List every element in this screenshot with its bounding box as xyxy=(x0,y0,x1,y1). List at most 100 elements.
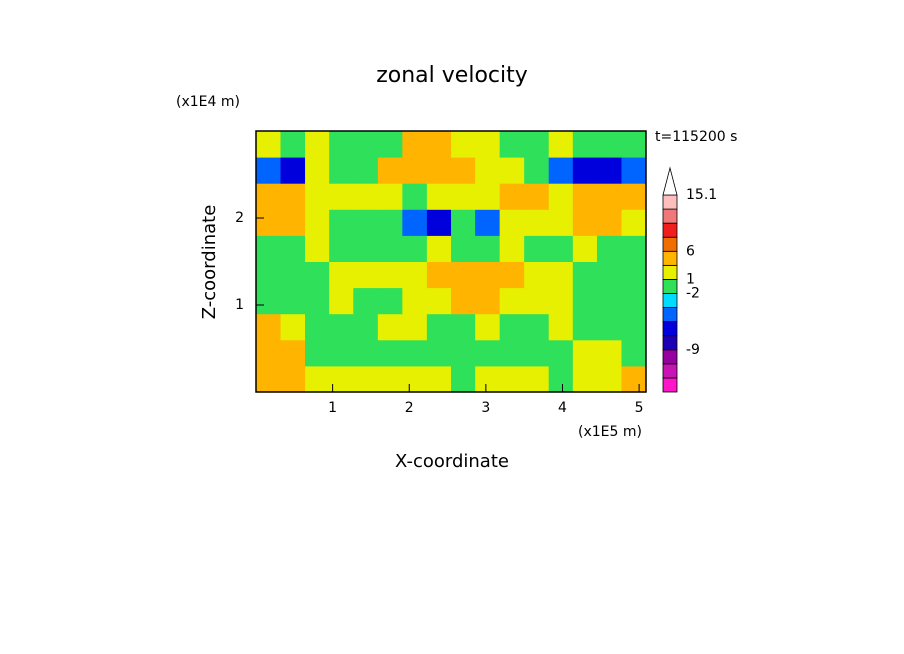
field-cell xyxy=(621,287,647,315)
field-cell xyxy=(426,339,452,367)
field-cell xyxy=(499,287,525,315)
field-cell xyxy=(280,261,306,289)
field-cell xyxy=(524,183,550,210)
field-cell xyxy=(548,209,574,236)
field-cell xyxy=(353,131,379,158)
field-cell xyxy=(402,313,428,341)
y-tick-label: 2 xyxy=(235,210,244,226)
field-cell xyxy=(402,235,428,262)
colorbar-box xyxy=(662,307,678,323)
field-cell xyxy=(524,313,550,341)
field-cell xyxy=(499,131,525,158)
field-cell xyxy=(256,261,282,289)
field-cell xyxy=(305,183,330,210)
field-cell xyxy=(377,235,403,262)
field-cell xyxy=(426,365,452,393)
x-tick-label: 4 xyxy=(558,400,567,416)
field-cell xyxy=(329,209,354,236)
field-cell xyxy=(329,235,354,262)
field-cell xyxy=(621,313,647,341)
field-cell xyxy=(475,313,501,341)
field-cell xyxy=(524,365,550,393)
field-cell xyxy=(572,287,598,315)
field-cell xyxy=(596,235,622,262)
field-cell xyxy=(329,157,354,184)
field-cell xyxy=(305,235,330,262)
field-cell xyxy=(572,261,598,289)
colorbar-label: -9 xyxy=(686,342,700,358)
field-cell xyxy=(596,287,622,315)
field-cell xyxy=(524,209,550,236)
field-cell xyxy=(451,313,476,341)
field-cell xyxy=(475,261,501,289)
time-label: t=115200 s xyxy=(655,129,737,145)
field-cell xyxy=(280,209,306,236)
field-cell xyxy=(548,365,574,393)
field-cell xyxy=(280,235,306,262)
field-cell xyxy=(280,287,306,315)
field-cell xyxy=(548,157,574,184)
field-cell xyxy=(305,209,330,236)
field-cell xyxy=(475,287,501,315)
colorbar-box xyxy=(662,236,678,252)
field-cell xyxy=(548,235,574,262)
field-cell xyxy=(305,287,330,315)
field-cell xyxy=(377,131,403,158)
field-cell xyxy=(475,131,501,158)
colorbar-label: 6 xyxy=(686,243,695,259)
field-cell xyxy=(256,339,282,367)
x-tick-label: 1 xyxy=(328,400,337,416)
field-cell xyxy=(377,209,403,236)
field-cell xyxy=(280,183,306,210)
field-cell xyxy=(596,157,622,184)
plot-frame xyxy=(255,130,647,393)
field-cell xyxy=(280,131,306,158)
field-cell xyxy=(329,313,354,341)
colorbar-box xyxy=(662,264,678,280)
field-cell xyxy=(256,183,282,210)
field-cell xyxy=(402,183,428,210)
colorbar-box xyxy=(662,293,678,308)
field-cell xyxy=(426,131,452,158)
field-cell xyxy=(402,287,428,315)
field-cell xyxy=(499,157,525,184)
field-cell xyxy=(329,183,354,210)
field-cell xyxy=(305,313,330,341)
colorbar-label: 1 xyxy=(686,271,695,287)
field-cell xyxy=(572,313,598,341)
field-cell xyxy=(426,261,452,289)
field-cell xyxy=(377,287,403,315)
field-cell xyxy=(377,157,403,184)
field-cell xyxy=(524,157,550,184)
field-cell xyxy=(451,131,476,158)
y-tick-label: 1 xyxy=(235,297,244,313)
colorbar-box xyxy=(662,321,678,337)
field-cell xyxy=(475,235,501,262)
field-cell xyxy=(596,183,622,210)
field-cell xyxy=(402,339,428,367)
colorbar-box xyxy=(662,250,678,266)
field-cell xyxy=(451,209,476,236)
colorbar-box xyxy=(662,335,678,351)
field-cell xyxy=(548,131,574,158)
field-cell xyxy=(596,131,622,158)
field-cell xyxy=(572,157,598,184)
field-cell xyxy=(524,261,550,289)
field-cell xyxy=(621,261,647,289)
field-cell xyxy=(377,313,403,341)
field-cell xyxy=(524,131,550,158)
field-cell xyxy=(451,365,476,393)
field-cell xyxy=(305,339,330,367)
colorbar-triangle xyxy=(662,166,678,196)
field-cell xyxy=(499,209,525,236)
field-cell xyxy=(524,287,550,315)
field-cell xyxy=(353,235,379,262)
field-cell xyxy=(451,157,476,184)
field-cell xyxy=(426,157,452,184)
field-cell xyxy=(451,287,476,315)
colorbar-label: 15.1 xyxy=(686,187,717,203)
field-cell xyxy=(621,235,647,262)
field-cell xyxy=(256,365,282,393)
field-cell xyxy=(402,157,428,184)
